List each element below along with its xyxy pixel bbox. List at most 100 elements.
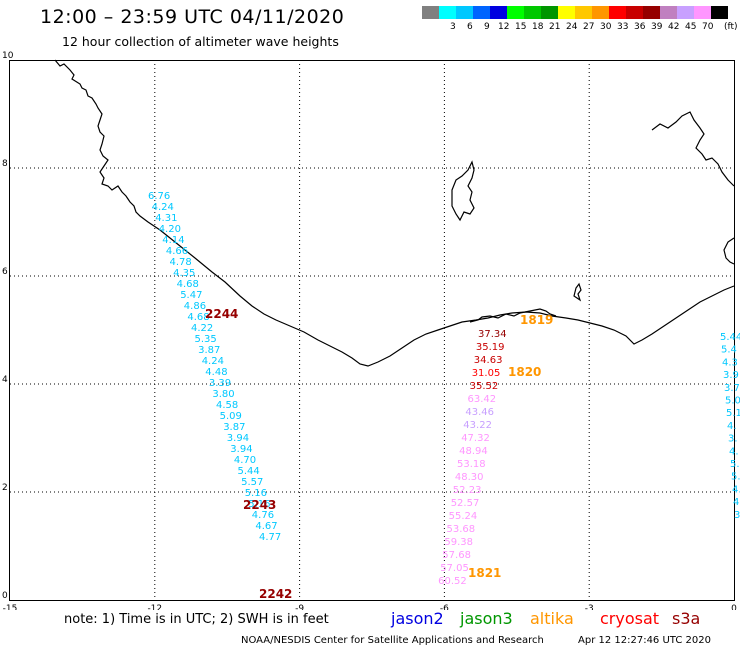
wave-height-value: 4. [732, 484, 740, 495]
legend-label: 30 [600, 22, 612, 32]
legend-swatch [558, 6, 575, 19]
footer-note: note: 1) Time is in UTC; 2) SWH is in fe… [64, 612, 329, 627]
x-tick-label: -3 [585, 604, 594, 610]
map-frame [9, 60, 735, 601]
legend-swatch [439, 6, 456, 19]
wave-height-value: 3.39 [209, 378, 231, 389]
wave-height-value: 4.78 [170, 257, 192, 268]
x-tick-label: -15 [3, 604, 18, 610]
wave-height-value: 5.35 [195, 334, 217, 345]
satellite-cryosat: cryosat [600, 609, 660, 628]
coastline-east-edge [723, 237, 735, 265]
map-subtitle: 12 hour collection of altimeter wave hei… [62, 34, 339, 49]
map-title: 12:00 – 23:59 UTC 04/11/2020 [40, 6, 345, 28]
wave-height-value: 34.63 [474, 355, 503, 366]
pass-time-label: 1821 [468, 566, 501, 580]
pass-time-label: 1820 [508, 365, 541, 379]
wave-height-value: 6.76 [148, 191, 170, 202]
x-tick-label: -6 [440, 604, 449, 610]
wave-height-value: 4.31 [155, 213, 177, 224]
satellite-altika: altika [530, 609, 574, 628]
wave-height-value: 59.38 [444, 537, 473, 548]
coastline [54, 59, 735, 367]
wave-height-value: 53.68 [447, 524, 476, 535]
color-legend [422, 6, 728, 19]
wave-height-value: 4.22 [191, 323, 213, 334]
satellite-jason2: jason2 [391, 609, 444, 628]
y-tick-label: 2 [2, 483, 8, 493]
legend-swatch [507, 6, 524, 19]
wave-height-value: 47.32 [461, 433, 490, 444]
wave-height-value: 5.44 [720, 332, 740, 343]
legend-swatch [711, 6, 728, 19]
legend-swatch [473, 6, 490, 19]
wave-height-value: 52.57 [451, 498, 480, 509]
pass-time-label: 2242 [259, 587, 292, 601]
legend-label: 6 [467, 22, 473, 32]
wave-height-value: 5.0 [725, 396, 740, 407]
x-tick-label: 0 [731, 604, 737, 610]
wave-height-value: 5.44 [238, 466, 260, 477]
wave-height-value: 4.77 [259, 532, 281, 543]
legend-swatch [575, 6, 592, 19]
legend-label: 12 [498, 22, 510, 32]
wave-height-value: 63.42 [468, 394, 497, 405]
legend-swatch [541, 6, 558, 19]
legend-label: 45 [685, 22, 697, 32]
coastline-mainland [54, 59, 735, 367]
wave-height-value: 3.87 [198, 345, 220, 356]
wave-height-value: 5. [730, 459, 740, 470]
pass-time-label: 2244 [205, 307, 238, 321]
wave-height-value: 4.24 [202, 356, 224, 367]
y-tick-label: 4 [2, 375, 8, 385]
legend-label: 27 [583, 22, 595, 32]
legend-swatch [592, 6, 609, 19]
wave-height-value: 60.52 [438, 576, 467, 587]
wave-height-value: 4. [729, 446, 739, 457]
x-tick-label: -12 [147, 604, 162, 610]
legend-swatch [660, 6, 677, 19]
wave-height-value: 4.76 [252, 510, 274, 521]
legend-swatch [626, 6, 643, 19]
lake-volta [451, 160, 475, 222]
wave-height-value: 4.68 [187, 312, 209, 323]
legend-label: 39 [651, 22, 663, 32]
wave-height-value: 4.48 [205, 367, 227, 378]
satellite-s3a: s3a [672, 609, 701, 628]
y-tick-label: 10 [2, 51, 14, 61]
wave-height-value: 4.24 [152, 202, 174, 213]
coastline-cape [469, 308, 557, 323]
wave-height-value: 4.66 [166, 246, 188, 257]
wave-height-value: 5.16 [248, 499, 270, 510]
wave-height-value: 3.80 [212, 389, 234, 400]
legend-unit: (ft) [724, 22, 738, 32]
wave-height-value: 48.30 [455, 472, 484, 483]
y-tick-label: 0 [2, 591, 8, 601]
wave-height-value: 57.68 [442, 550, 471, 561]
legend-swatch [422, 6, 439, 19]
wave-height-value: 5.57 [241, 477, 263, 488]
wave-height-value: 5.09 [220, 411, 242, 422]
wave-height-value: 4. [733, 497, 740, 508]
wave-height-value: 3. [734, 510, 740, 521]
y-tick-label: 8 [2, 159, 8, 169]
track-east: 5.445.44.33.93.75.05.14.3.4.5.5.4.4.3. [720, 332, 740, 521]
legend-swatch [643, 6, 660, 19]
grid-lines [10, 60, 734, 600]
legend-label: 18 [532, 22, 544, 32]
wave-height-value: 4.35 [173, 268, 195, 279]
x-tick-label: -9 [295, 604, 304, 610]
wave-height-value: 3.94 [227, 433, 249, 444]
track-west: 6.764.244.314.204.144.664.784.354.685.47… [148, 191, 292, 601]
wave-height-value: 4.14 [162, 235, 184, 246]
y-tick-label: 6 [2, 267, 8, 277]
wave-height-value: 43.46 [465, 407, 494, 418]
legend-swatch [524, 6, 541, 19]
wave-height-value: 5.1 [726, 408, 740, 419]
wave-height-value: 4.3 [722, 357, 738, 368]
pass-time-label: 2243 [243, 498, 276, 512]
pass-time-label: 1819 [520, 313, 553, 327]
wave-height-value: 4.20 [159, 224, 181, 235]
legend-swatch [456, 6, 473, 19]
